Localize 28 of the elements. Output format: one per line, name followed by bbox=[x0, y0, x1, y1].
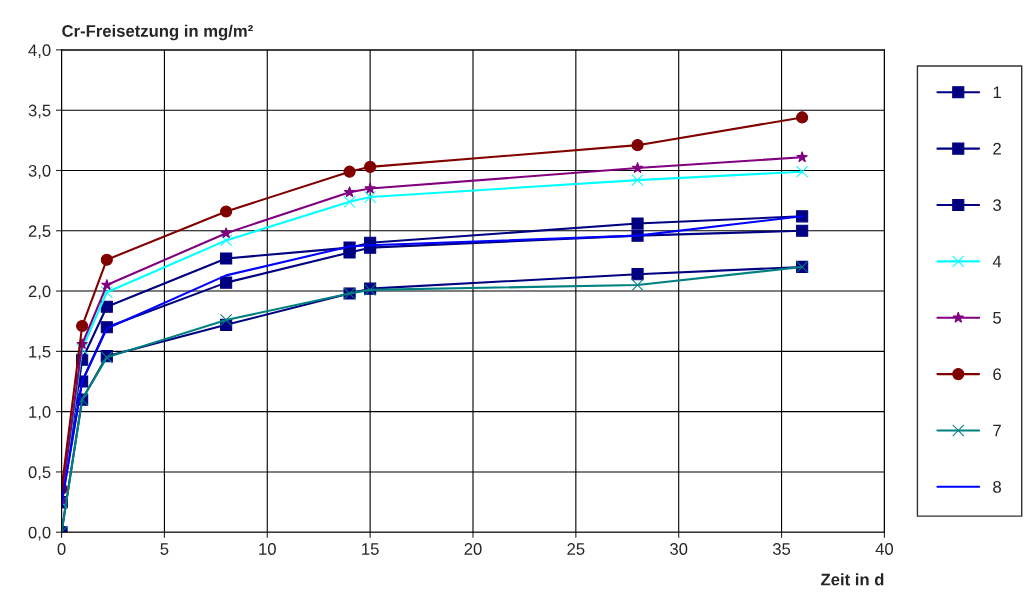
legend-label: 6 bbox=[993, 368, 1001, 381]
y-tick-label: 3,5 bbox=[28, 104, 51, 119]
legend-label: 3 bbox=[993, 199, 1001, 211]
x-tick-label: 15 bbox=[362, 543, 379, 555]
x-tick-label: 25 bbox=[567, 543, 585, 555]
y-tick-label: 3,0 bbox=[28, 164, 51, 179]
legend-label: 2 bbox=[993, 142, 1001, 155]
y-axis-title: Cr-Freisetzung in mg/m² bbox=[62, 24, 253, 41]
y-tick-label: 1,0 bbox=[29, 406, 51, 420]
legend-label: 7 bbox=[993, 424, 1001, 437]
legend-label: 8 bbox=[993, 481, 1001, 493]
y-tick-label: 0,0 bbox=[28, 526, 51, 541]
x-axis-title: Zeit in d bbox=[821, 573, 884, 586]
y-tick-label: 1,5 bbox=[29, 345, 51, 360]
x-tick-label: 30 bbox=[670, 543, 688, 555]
x-tick-label: 5 bbox=[160, 543, 169, 555]
y-tick-label: 0,5 bbox=[28, 466, 51, 481]
x-tick-label: 20 bbox=[464, 543, 482, 555]
x-tick-label: 0 bbox=[57, 543, 66, 555]
x-tick-label: 10 bbox=[259, 543, 276, 555]
y-tick-label: 2,5 bbox=[28, 225, 51, 239]
y-tick-label: 4,0 bbox=[28, 44, 51, 59]
x-tick-label: 35 bbox=[772, 543, 791, 555]
x-tick-label: 40 bbox=[875, 543, 894, 555]
y-tick-label: 2,0 bbox=[28, 285, 51, 300]
legend-label: 1 bbox=[993, 86, 1001, 99]
legend-label: 4 bbox=[992, 255, 1002, 268]
legend-label: 5 bbox=[993, 312, 1001, 324]
